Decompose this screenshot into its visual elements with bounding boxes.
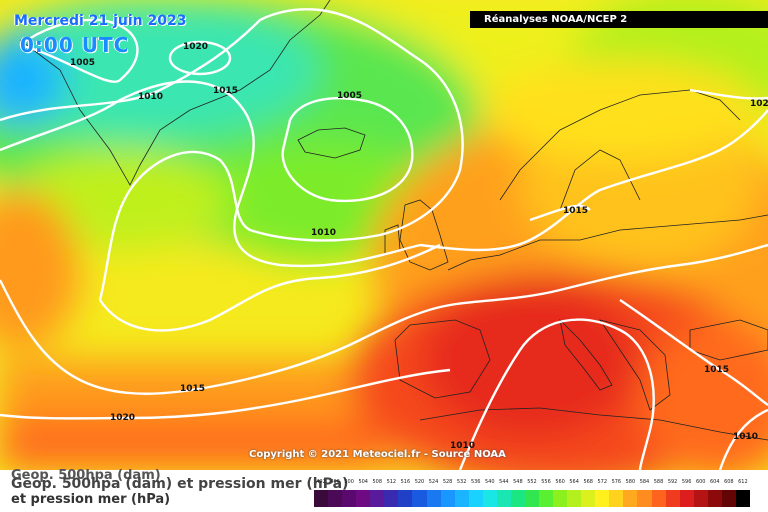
scale-swatch <box>468 490 483 507</box>
scale-swatch <box>651 490 666 507</box>
scale-label: 504 <box>358 479 368 485</box>
isobar-label: 1015 <box>563 206 589 216</box>
scale-label: 524 <box>428 479 439 485</box>
scale-swatch <box>679 490 694 507</box>
scale-swatch <box>665 490 680 507</box>
scale-label: 580 <box>625 479 636 485</box>
scale-label: 588 <box>653 479 664 485</box>
scale-label: 560 <box>555 479 565 485</box>
scale-swatch <box>623 490 638 507</box>
isobar-label: 1015 <box>213 86 239 96</box>
scale-swatch <box>384 490 399 507</box>
scale-swatch <box>524 490 539 507</box>
scale-label: 532 <box>456 479 467 485</box>
scale-swatch <box>412 490 427 507</box>
isobar-label: 1020 <box>110 413 136 423</box>
scale-swatch <box>314 490 329 507</box>
scale-swatch <box>426 490 441 507</box>
scale-label: 596 <box>681 479 692 485</box>
isobars <box>0 8 768 470</box>
isobar-label: 1010 <box>450 441 476 451</box>
scale-label: 564 <box>569 479 579 485</box>
legend-title-line2: et pression mer (hPa) <box>11 492 171 507</box>
scale-label: 548 <box>513 479 523 485</box>
scale-label: 536 <box>470 479 481 485</box>
scale-label: 508 <box>372 479 383 485</box>
map-time: 0:00 UTC <box>20 33 130 57</box>
scale-label: 556 <box>541 479 551 485</box>
scale-label: 496 <box>330 479 340 485</box>
scale-label: 576 <box>611 479 622 485</box>
scale-label: 516 <box>400 479 411 485</box>
legend-title-ghost: Geop. 500hpa (dam) <box>11 468 161 483</box>
scale-label: 544 <box>499 479 509 485</box>
scale-swatch <box>553 490 568 507</box>
scale-swatch <box>637 490 652 507</box>
scale-swatch <box>370 490 385 507</box>
map-date: Mercredi 21 juin 2023 <box>14 13 187 29</box>
scale-label: 572 <box>597 479 608 485</box>
scale-swatch <box>609 490 624 507</box>
scale-label: 592 <box>667 479 678 485</box>
scale-swatch <box>539 490 554 507</box>
color-scale <box>314 490 750 507</box>
scale-swatch <box>356 490 371 507</box>
scale-swatch <box>482 490 497 507</box>
scale-label: 520 <box>414 479 425 485</box>
color-scale-labels: 492 496 500 504 508 512 516 520 524 528 532 536 540 5… <box>314 479 750 489</box>
isobar-label: 1020 <box>183 42 209 52</box>
scale-label: 512 <box>386 479 397 485</box>
scale-swatch <box>595 490 610 507</box>
isobar-label: 1005 <box>337 91 363 101</box>
scale-label: 528 <box>442 479 453 485</box>
scale-label: 608 <box>724 479 734 485</box>
isobar-label: 1010 <box>311 228 337 238</box>
scale-swatch <box>328 490 343 507</box>
scale-label: 568 <box>583 479 593 485</box>
scale-swatch <box>454 490 469 507</box>
scale-label: 540 <box>485 479 495 485</box>
source-label: Réanalyses NOAA/NCEP 2 <box>470 11 768 28</box>
scale-swatch <box>510 490 525 507</box>
scale-swatch <box>342 490 357 507</box>
scale-swatch <box>581 490 596 507</box>
scale-swatch <box>735 490 750 507</box>
scale-label: 604 <box>710 479 720 485</box>
isobar-label: 1010 <box>138 92 164 102</box>
scale-label: 584 <box>639 479 650 485</box>
isobar-label: 1005 <box>70 58 96 68</box>
scale-swatch <box>707 490 722 507</box>
scale-swatch <box>398 490 413 507</box>
scale-label: 492 <box>316 479 326 485</box>
map-svg <box>0 0 768 470</box>
legend-title: Geop. 500hpa (dam) et pression mer (hPa) <box>11 476 349 492</box>
scale-swatch <box>693 490 708 507</box>
scale-swatch <box>440 490 455 507</box>
scale-swatch <box>496 490 511 507</box>
scale-label: 600 <box>695 479 706 485</box>
scale-swatch <box>567 490 582 507</box>
scale-label: 612 <box>738 479 748 485</box>
isobar-label: 1010 <box>733 432 759 442</box>
scale-label: 500 <box>344 479 354 485</box>
isobar-label: 102 <box>750 99 768 109</box>
scale-swatch <box>721 490 736 507</box>
isobar-label: 1015 <box>180 384 206 394</box>
copyright: Copyright © 2021 Meteociel.fr - Source N… <box>249 449 506 460</box>
scale-label: 552 <box>527 479 537 485</box>
weather-map <box>0 0 768 470</box>
isobar-label: 1015 <box>704 365 730 375</box>
